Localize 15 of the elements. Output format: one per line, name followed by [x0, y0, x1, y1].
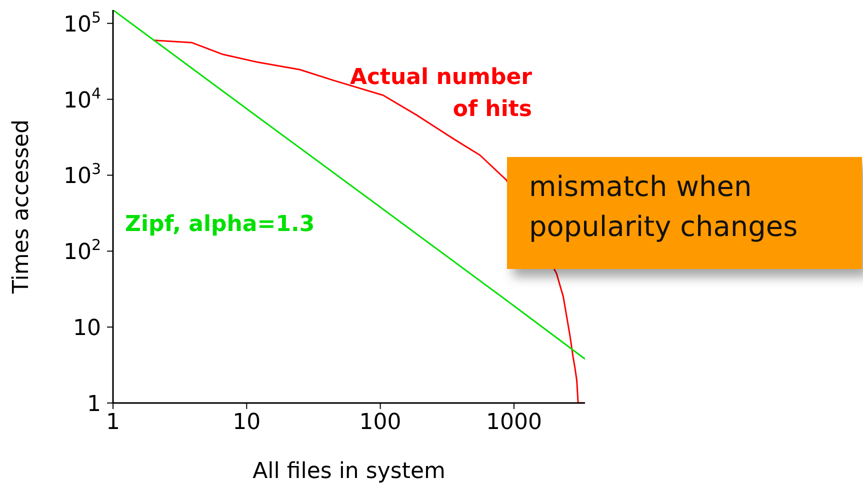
y-tick-label: 10$^{3}$: [63, 160, 101, 190]
x-tick-label: 1000: [486, 410, 542, 435]
y-axis-title: Times accessed: [8, 120, 34, 294]
x-tick-label: 10: [232, 410, 261, 435]
y-tick-label: 10$^{4}$: [63, 84, 101, 114]
annotation: mismatch when popularity changes: [529, 169, 799, 245]
series-label: Zipf, alpha=1.3: [125, 212, 315, 237]
x-tick-label: 1: [106, 410, 120, 435]
y-tick-label: 10$^{5}$: [63, 8, 101, 38]
y-tick-label: 10$^{2}$: [63, 236, 101, 266]
y-tick-label: 10: [73, 316, 101, 342]
series-label: Actual number of hits: [348, 64, 532, 124]
x-axis-title: All files in system: [252, 459, 446, 484]
y-tick-label: 1: [87, 392, 101, 417]
x-tick-label: 100: [359, 410, 402, 435]
